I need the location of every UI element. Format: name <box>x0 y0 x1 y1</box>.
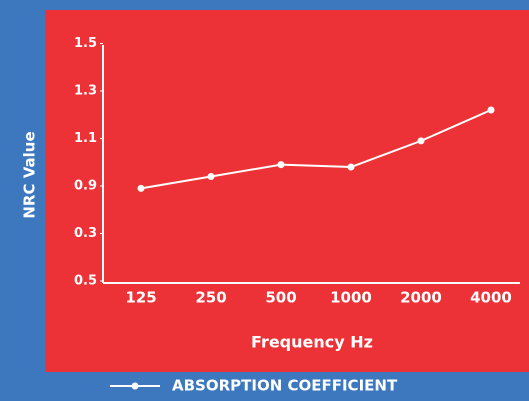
y-tick-label: 1.5 <box>74 36 97 51</box>
point <box>347 163 355 171</box>
point <box>207 173 215 180</box>
y-axis-label: NRC Value <box>21 131 39 218</box>
y-tick-label: 0.3 <box>74 226 97 241</box>
x-axis-label: Frequency Hz <box>251 333 373 352</box>
y-tick-label: 0.5 <box>74 274 97 289</box>
x-tick-label: 2000 <box>400 289 442 307</box>
x-tick-label: 1000 <box>330 289 372 307</box>
y-tick-label: 0.9 <box>74 179 97 194</box>
y-tick-label: 1.3 <box>74 84 97 99</box>
line <box>140 109 492 190</box>
point <box>137 184 145 192</box>
y-tick-label: 1.1 <box>74 131 97 146</box>
x-tick-label: 125 <box>125 289 156 307</box>
legend-label: ABSORPTION COEFFICIENT <box>172 377 398 395</box>
point <box>487 106 495 114</box>
x-tick-label: 250 <box>195 289 226 307</box>
point <box>417 137 425 145</box>
x-tick-label: 500 <box>265 289 296 307</box>
legend-marker <box>131 382 139 390</box>
point <box>277 161 285 169</box>
x-tick-label: 4000 <box>470 289 512 307</box>
plot-background <box>45 10 529 372</box>
